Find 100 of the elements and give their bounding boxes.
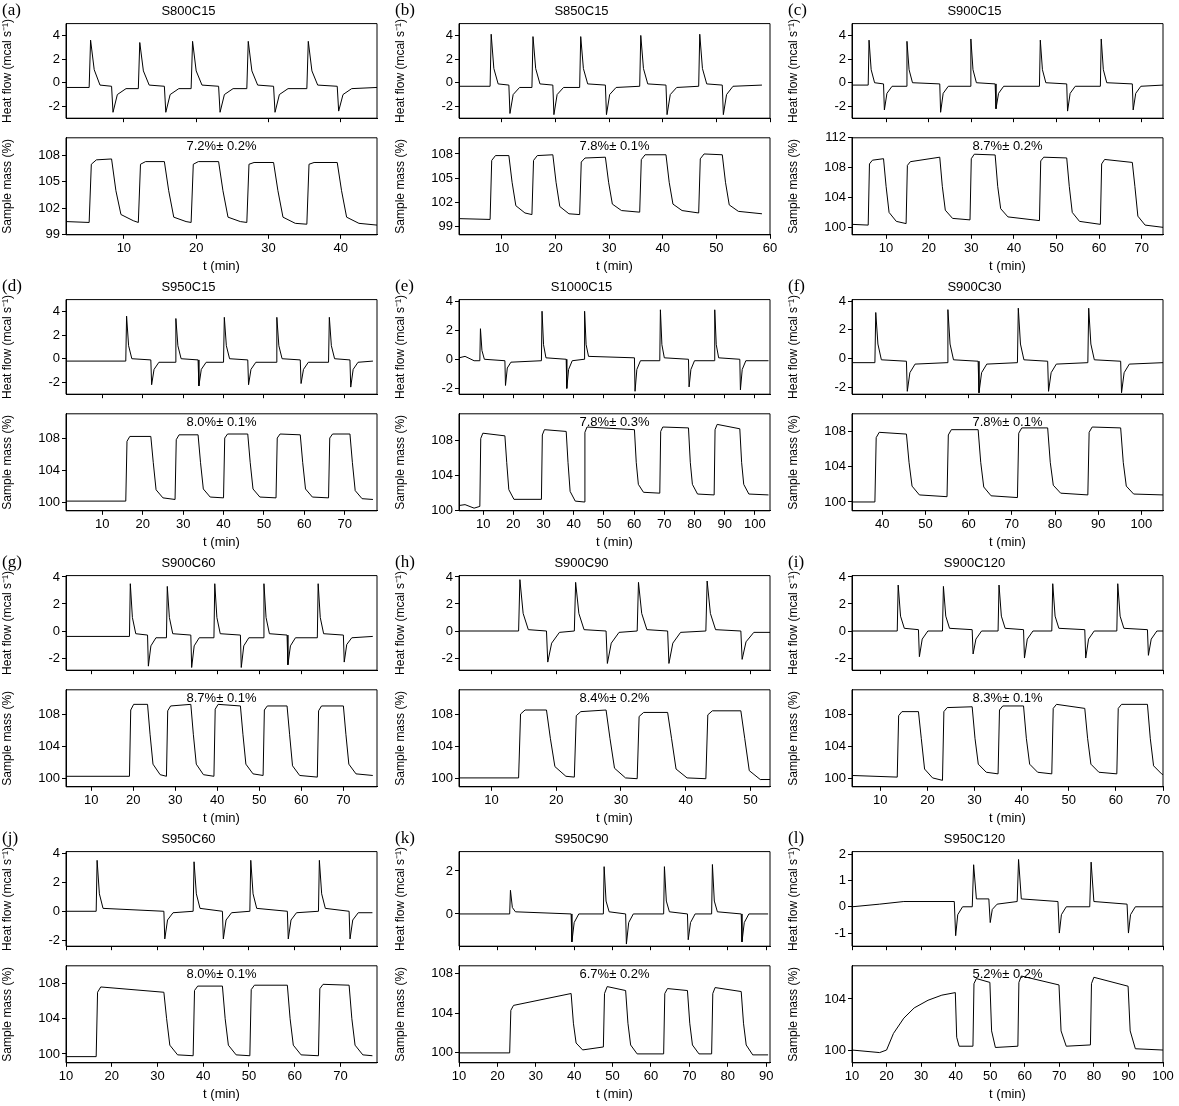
x-tick-label: 100 bbox=[1152, 1068, 1174, 1084]
y-tick-label: -2 bbox=[48, 97, 60, 113]
x-tick-label: 60 bbox=[762, 240, 778, 256]
text: (d) bbox=[2, 275, 22, 295]
chart-title: S850C15 bbox=[554, 3, 609, 19]
y-tick-label: 0 bbox=[838, 74, 846, 90]
x-tick-label: 50 bbox=[596, 516, 612, 532]
y-tick-label: -2 bbox=[441, 379, 453, 395]
x-tick-label: 30 bbox=[150, 1068, 165, 1084]
y-tick-label: 4 bbox=[445, 292, 453, 308]
y-tick-label: 108 bbox=[431, 965, 453, 981]
y-tick-label: 108 bbox=[38, 147, 60, 163]
text: (c) bbox=[788, 0, 807, 19]
y-tick-label: -2 bbox=[834, 378, 846, 394]
x-tick-label: 20 bbox=[126, 792, 141, 808]
x-tick-label: 40 bbox=[216, 516, 231, 532]
y-tick-label: 2 bbox=[445, 595, 453, 611]
y-axis-title: Heat flow (mcal s⁻¹) bbox=[785, 570, 800, 675]
y-tick-label: 1 bbox=[838, 872, 846, 888]
annotation: 6.7%± 0.2% bbox=[579, 965, 650, 981]
x-tick-label: 30 bbox=[536, 516, 551, 532]
y-tick-label: 108 bbox=[824, 423, 846, 439]
annotation: 5.2%± 0.2% bbox=[972, 965, 1043, 981]
x-axis-title: t (min) bbox=[596, 533, 633, 549]
y-axis-title: Sample mass (%) bbox=[785, 966, 800, 1062]
y-axis-title: Sample mass (%) bbox=[392, 966, 407, 1062]
y-tick-label: 4 bbox=[445, 568, 453, 584]
x-tick-label: 20 bbox=[506, 516, 521, 532]
y-axis-title: Heat flow (mcal s⁻¹) bbox=[0, 846, 14, 951]
x-tick-label: 70 bbox=[1004, 516, 1020, 532]
x-tick-label: 70 bbox=[1134, 240, 1149, 256]
x-axis-title: t (min) bbox=[596, 809, 633, 825]
y-tick-label: 108 bbox=[431, 431, 453, 447]
y-tick-label: 104 bbox=[824, 737, 846, 753]
x-tick-label: 30 bbox=[528, 1068, 544, 1084]
text: (l) bbox=[788, 827, 805, 847]
text: (g) bbox=[2, 551, 22, 571]
y-tick-label: 2 bbox=[445, 862, 453, 878]
y-tick-label: 2 bbox=[52, 595, 60, 611]
chart-title: S900C30 bbox=[947, 279, 1002, 295]
y-tick-label: 102 bbox=[431, 194, 453, 210]
y-tick-label: -2 bbox=[48, 649, 60, 665]
x-tick-label: 50 bbox=[256, 516, 272, 532]
x-tick-label: 70 bbox=[336, 792, 351, 808]
x-tick-label: 20 bbox=[879, 1068, 894, 1084]
x-tick-label: 60 bbox=[297, 516, 312, 532]
chart-title: S1000C15 bbox=[550, 279, 613, 295]
x-axis-title: t (min) bbox=[989, 809, 1026, 825]
x-axis-title: t (min) bbox=[989, 533, 1026, 549]
chart-title: S950C90 bbox=[554, 831, 609, 847]
x-tick-label: 20 bbox=[921, 240, 936, 256]
y-axis-title: Sample mass (%) bbox=[0, 966, 14, 1062]
y-axis-title: Heat flow (mcal s⁻¹) bbox=[0, 570, 14, 675]
x-tick-label: 30 bbox=[261, 240, 276, 256]
x-tick-label: 50 bbox=[709, 240, 724, 256]
x-axis-title: t (min) bbox=[596, 257, 633, 273]
annotation: 8.0%± 0.1% bbox=[186, 965, 257, 981]
x-tick-label: 40 bbox=[948, 1068, 963, 1084]
y-axis-title: Sample mass (%) bbox=[785, 414, 800, 510]
chart-title: S950C120 bbox=[943, 831, 1006, 847]
x-tick-label: 20 bbox=[548, 240, 563, 256]
y-tick-label: -2 bbox=[48, 373, 60, 389]
x-axis-title: t (min) bbox=[203, 809, 240, 825]
x-tick-label: 60 bbox=[1017, 1068, 1033, 1084]
y-tick-label: 0 bbox=[52, 902, 60, 918]
y-axis-title: Heat flow (mcal s⁻¹) bbox=[392, 18, 407, 123]
x-tick-label: 10 bbox=[873, 792, 888, 808]
y-tick-label: 100 bbox=[431, 1044, 453, 1060]
y-tick-label: 108 bbox=[824, 159, 846, 175]
y-tick-label: -2 bbox=[834, 649, 846, 665]
x-tick-label: 50 bbox=[241, 1068, 257, 1084]
y-tick-label: 100 bbox=[824, 770, 846, 786]
y-tick-label: 105 bbox=[431, 169, 453, 185]
y-tick-label: 112 bbox=[825, 129, 846, 145]
y-tick-label: 2 bbox=[52, 873, 60, 889]
y-tick-label: 4 bbox=[838, 568, 846, 584]
y-axis-title: Sample mass (%) bbox=[0, 138, 14, 234]
x-axis-title: t (min) bbox=[989, 257, 1026, 273]
y-tick-label: 0 bbox=[838, 349, 846, 365]
chart-title: S900C60 bbox=[161, 555, 216, 571]
x-tick-label: 30 bbox=[168, 792, 183, 808]
x-tick-label: 10 bbox=[484, 792, 499, 808]
text: (j) bbox=[2, 827, 19, 847]
chart-title: S900C90 bbox=[554, 555, 609, 571]
x-tick-label: 80 bbox=[1047, 516, 1063, 532]
x-tick-label: 10 bbox=[451, 1068, 467, 1084]
y-tick-label: -2 bbox=[441, 649, 453, 665]
x-tick-label: 90 bbox=[717, 516, 732, 532]
y-tick-label: 100 bbox=[431, 770, 453, 786]
x-axis-title: t (min) bbox=[203, 1085, 240, 1101]
chart-title: S800C15 bbox=[161, 3, 216, 19]
x-tick-label: 10 bbox=[58, 1068, 74, 1084]
x-tick-label: 40 bbox=[566, 1068, 582, 1084]
x-tick-label: 50 bbox=[605, 1068, 620, 1084]
text: (i) bbox=[788, 551, 805, 571]
x-tick-label: 60 bbox=[287, 1068, 302, 1084]
y-tick-label: 105 bbox=[38, 173, 60, 189]
y-axis-title: Heat flow (mcal s⁻¹) bbox=[785, 18, 800, 123]
y-tick-label: 100 bbox=[824, 218, 846, 234]
x-tick-label: 10 bbox=[95, 516, 110, 532]
